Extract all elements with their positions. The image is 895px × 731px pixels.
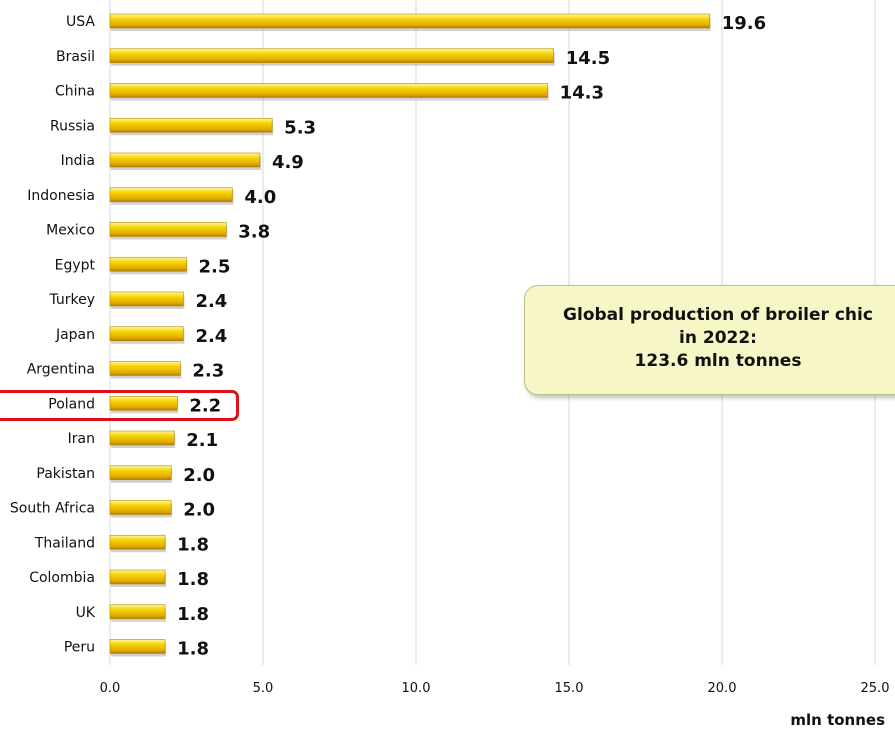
category-label: Japan — [55, 327, 95, 343]
bar-indonesia — [109, 187, 233, 203]
bar-peru — [109, 639, 166, 654]
bar-pakistan — [109, 465, 172, 481]
value-label: 14.3 — [560, 83, 604, 104]
value-label: 4.0 — [244, 187, 276, 208]
value-label: 1.8 — [177, 604, 209, 625]
x-tick-label: 15.0 — [555, 681, 584, 696]
category-label: Turkey — [48, 292, 95, 308]
category-label: Colombia — [29, 570, 95, 586]
value-labels: 19.6 14.5 14.3 5.3 4.9 4.0 3.8 2.5 2.4 2.4 2.3 2.2 2… — [177, 13, 766, 660]
category-label: Iran — [68, 431, 95, 447]
bar-south-africa — [109, 500, 172, 515]
value-label: 14.5 — [566, 48, 610, 69]
value-label: 2.0 — [183, 500, 215, 521]
callout-line-1: Global production of broiler chic — [563, 305, 873, 325]
category-label: Peru — [64, 640, 95, 656]
value-label: 1.8 — [177, 639, 209, 660]
bar-uk — [109, 604, 166, 620]
value-label: 4.9 — [272, 152, 304, 173]
bar-turkey — [109, 291, 184, 307]
category-label: UK — [76, 605, 96, 621]
x-tick-label: 5.0 — [253, 681, 274, 696]
callout-line-2: in 2022: — [679, 328, 757, 348]
bar-china — [109, 83, 548, 98]
value-label: 2.2 — [189, 395, 221, 416]
category-label: Indonesia — [27, 188, 95, 204]
value-label: 3.8 — [238, 222, 270, 243]
bar-russia — [109, 117, 273, 133]
bar-brasil — [109, 48, 555, 64]
x-tick-label: 10.0 — [402, 681, 431, 696]
x-tick-label: 20.0 — [708, 681, 737, 696]
bar-argentina — [109, 361, 181, 376]
category-label: Russia — [50, 118, 95, 134]
value-label: 1.8 — [177, 569, 209, 590]
bar-egypt — [109, 256, 187, 272]
bar-mexico — [109, 222, 227, 237]
x-tick-labels: 0.0 5.0 10.0 15.0 20.0 25.0 — [100, 681, 890, 696]
poland-highlight-box — [0, 390, 239, 421]
category-label: South Africa — [10, 501, 95, 517]
bar-thailand — [109, 534, 166, 550]
category-label: Brasil — [56, 49, 95, 65]
category-label: Mexico — [46, 223, 95, 239]
x-tick-label: 25.0 — [861, 681, 890, 696]
bar-iran — [109, 430, 175, 446]
value-label: 2.0 — [183, 465, 215, 486]
bar-colombia — [109, 569, 166, 585]
bar-japan — [109, 326, 184, 342]
value-label: 2.5 — [199, 256, 231, 277]
bar-poland — [109, 395, 178, 411]
value-label: 2.3 — [192, 361, 224, 382]
category-label: USA — [66, 14, 95, 30]
category-label: Egypt — [55, 257, 96, 273]
summary-callout: Global production of broiler chic in 202… — [524, 285, 895, 395]
category-label: Thailand — [34, 535, 95, 551]
value-label: 2.4 — [195, 291, 227, 312]
category-label: Poland — [48, 396, 95, 412]
bar-india — [109, 152, 261, 168]
bar-usa — [109, 13, 711, 29]
category-label: Argentina — [27, 362, 95, 378]
category-labels: USA Brasil China Russia India Indonesia Mexico… — [10, 14, 96, 656]
value-label: 1.8 — [177, 534, 209, 555]
category-label: Pakistan — [36, 466, 95, 482]
value-label: 19.6 — [722, 13, 766, 34]
x-tick-label: 0.0 — [100, 681, 121, 696]
value-label: 2.4 — [195, 326, 227, 347]
x-axis-title: mln tonnes — [790, 711, 885, 729]
bars — [109, 13, 711, 657]
callout-line-3: 123.6 mln tonnes — [634, 351, 802, 371]
category-label: China — [55, 84, 95, 100]
value-label: 5.3 — [284, 117, 316, 138]
category-label: India — [61, 153, 95, 169]
value-label: 2.1 — [186, 430, 218, 451]
